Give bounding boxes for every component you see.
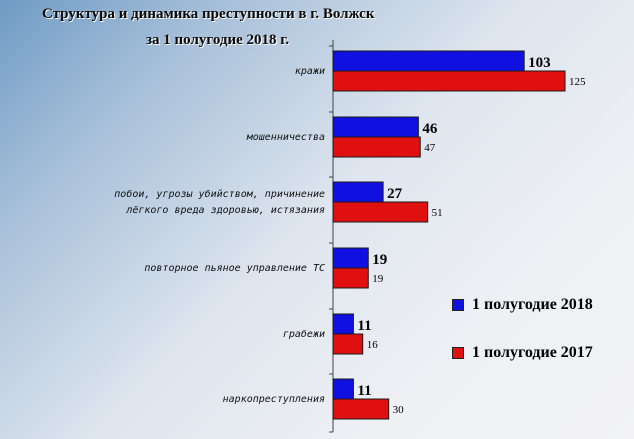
bar-2017 [332,201,429,223]
data-label-2018: 19 [372,252,387,268]
category-label: наркопреступления [223,394,325,405]
category-label: мошенничества [246,132,325,143]
data-label-2018: 11 [357,318,371,334]
legend-swatch-2018 [452,299,464,311]
data-label-2018: 46 [422,121,438,137]
data-label-2017: 16 [367,339,379,351]
bar-2017 [332,267,369,289]
bar-2017 [332,70,566,92]
legend-label-2017: 1 полугодие 2017 [472,344,593,361]
data-label-2018: 27 [387,186,403,202]
data-label-2017: 19 [372,273,384,285]
legend-item-2018: 1 полугодие 2018 [452,296,593,314]
legend-label-2018: 1 полугодие 2018 [472,296,593,313]
data-label-2017: 51 [432,207,443,219]
category-label: грабежи [283,328,325,340]
category-label: побои, угрозы убийством, причинение [114,188,325,200]
legend-item-2017: 1 полугодие 2017 [452,344,593,362]
bar-2017 [332,398,390,420]
data-label-2017: 30 [393,404,405,416]
category-label: кражи [295,66,325,77]
bar-2017 [332,333,364,355]
data-label-2018: 11 [357,383,371,399]
chart-title-line-2: за 1 полугодие 2018 г. [146,32,290,48]
data-label-2018: 103 [528,55,551,71]
category-label: повторное пьяное управление ТС [144,263,325,274]
legend: 1 полугодие 2018 1 полугодие 2017 [444,282,630,382]
bar-2018 [332,116,419,138]
data-label-2017: 47 [424,142,436,154]
legend-swatch-2017 [452,347,464,359]
chart-title-line-1: Структура и динамика преступности в г. В… [42,6,375,22]
bar-2017 [332,136,421,158]
bar-2018 [332,247,369,269]
data-label-2017: 125 [569,76,586,88]
category-label: лёгкого вреда здоровью, истязания [125,205,325,216]
bar-2018 [332,378,354,400]
bar-2018 [332,181,384,203]
bar-2018 [332,50,525,72]
bar-2018 [332,313,354,335]
